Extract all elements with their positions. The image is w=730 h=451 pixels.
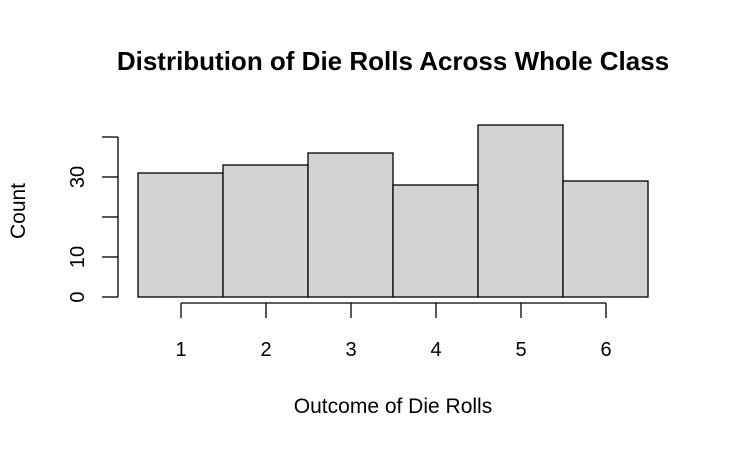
bar-4 — [392, 184, 479, 298]
bar-3 — [307, 152, 394, 298]
x-axis-label: Outcome of Die Rolls — [294, 395, 492, 418]
x-tick-label-4: 4 — [430, 339, 441, 361]
bar-6 — [562, 180, 649, 298]
y-axis: 0 10 30 — [67, 136, 119, 303]
bar-5 — [477, 124, 564, 298]
x-tick-label-1: 1 — [175, 339, 186, 361]
y-axis-label: Count — [7, 183, 30, 239]
chart-title: Distribution of Die Rolls Across Whole C… — [117, 46, 669, 76]
y-tick-label-30: 30 — [67, 166, 89, 188]
x-tick-label-3: 3 — [345, 339, 356, 361]
x-tick-label-2: 2 — [260, 339, 271, 361]
y-tick-label-10: 10 — [67, 246, 89, 268]
bars-group — [137, 124, 649, 298]
x-tick-label-6: 6 — [600, 339, 611, 361]
x-tick-label-5: 5 — [515, 339, 526, 361]
x-axis: 1 2 3 4 5 6 — [175, 302, 612, 361]
bar-2 — [222, 164, 309, 298]
y-tick-label-0: 0 — [67, 291, 89, 302]
bar-1 — [137, 172, 224, 298]
